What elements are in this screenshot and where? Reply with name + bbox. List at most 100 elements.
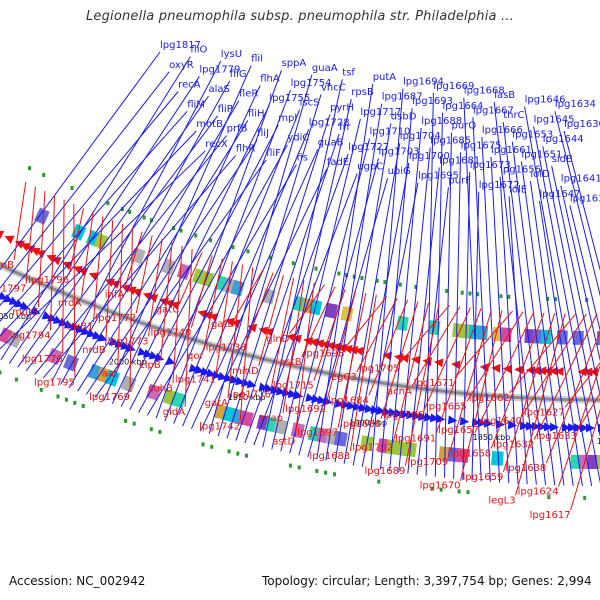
outer-gene-label: lpg1666 xyxy=(482,125,523,136)
leader-line xyxy=(325,290,357,405)
marker-dot xyxy=(414,284,418,289)
reverse-gene-arrow xyxy=(314,339,325,349)
marker-dot xyxy=(120,207,124,212)
outer-gene-label: lpg1675 xyxy=(461,140,502,151)
leader-line xyxy=(120,104,270,407)
leader-line xyxy=(344,296,388,349)
marker-dot xyxy=(476,292,480,297)
marker-dot xyxy=(375,278,379,283)
leader-line xyxy=(349,294,377,452)
reverse-gene-arrow xyxy=(433,358,444,368)
outer-gene-label: lpg1668 xyxy=(464,86,505,97)
inner-gene-label: astB xyxy=(279,357,301,368)
leader-line xyxy=(564,362,600,408)
feature-band xyxy=(120,375,137,393)
scale-tick-label: 1850 kbp xyxy=(473,433,511,442)
leader-line xyxy=(68,208,84,275)
leader-line xyxy=(172,245,183,384)
outer-gene-label: fliF xyxy=(266,148,281,159)
marker-dot xyxy=(337,271,341,276)
forward-gene-arrow xyxy=(376,406,386,415)
leader-line xyxy=(551,165,600,397)
inner-gene-label: gatC xyxy=(156,304,179,315)
inner-gene-label: lpg1773 xyxy=(108,336,149,347)
feature-band xyxy=(34,207,50,225)
leader-line xyxy=(545,330,600,464)
marker-dot xyxy=(150,218,153,223)
leader-line xyxy=(62,199,65,354)
outer-gene-label: guaA xyxy=(312,63,338,74)
leader-line xyxy=(8,76,200,364)
leader-line xyxy=(301,286,336,358)
leader-line xyxy=(282,280,305,413)
leader-line xyxy=(337,292,367,428)
inner-gene-label: lpg1638 xyxy=(505,463,546,474)
reverse-gene-arrow xyxy=(20,243,31,252)
inner-gene-label: astD xyxy=(272,436,295,447)
marker-dot xyxy=(466,490,470,495)
outer-gene-label: putA xyxy=(373,72,397,83)
inner-gene-label: lpg1633 xyxy=(536,431,577,442)
leader-line xyxy=(0,150,206,350)
gene-labels: lpg1817 oxyR recA fliM motB recX fliO lpg1779 al… xyxy=(0,40,600,521)
leader-line xyxy=(423,307,471,411)
outer-gene-label: fliJ xyxy=(257,128,269,139)
inner-gene-label: lpg1684 xyxy=(328,395,369,406)
leader-line xyxy=(262,79,343,448)
leader-line xyxy=(155,70,282,419)
leader-line xyxy=(253,173,358,446)
outer-gene-label: mpl xyxy=(278,113,297,124)
outer-gene-label: lpg1754 xyxy=(291,78,332,89)
marker-dot xyxy=(81,404,85,408)
inner-gene-label: lpg1709 xyxy=(407,457,448,468)
leader-line xyxy=(370,88,404,469)
inner-gene-label: lpg1795 xyxy=(34,377,75,388)
leader-line xyxy=(453,152,462,479)
leader-line xyxy=(37,190,46,307)
outer-gene-label: fliH xyxy=(248,108,265,119)
marker-dot xyxy=(149,427,153,432)
leader-line xyxy=(563,130,600,272)
reverse-gene-arrow xyxy=(148,294,159,303)
genome-stats-text: Topology: circular; Length: 3,397,754 bp… xyxy=(262,574,592,588)
leader-line xyxy=(515,313,566,496)
feature-band xyxy=(146,383,162,401)
leader-line xyxy=(289,138,370,454)
outer-gene-label: lysU xyxy=(221,49,242,60)
reverse-gene-arrow xyxy=(411,355,421,365)
marker-dot xyxy=(124,418,128,423)
inner-gene-label: lpg1796 xyxy=(28,275,69,286)
outer-gene-label: lpg1639 xyxy=(570,194,600,205)
leader-line xyxy=(123,231,143,290)
outer-gene-label: lpg1717 xyxy=(360,107,401,118)
outer-gene-label: lpg1630 xyxy=(564,119,600,130)
inner-gene-label: lpg1683 xyxy=(309,451,350,462)
outer-gene-label: iolE xyxy=(509,184,527,195)
outer-gene-label: lpg1634 xyxy=(555,99,596,110)
outer-gene-label: vhcC xyxy=(321,83,346,94)
inner-gene-label: suhB xyxy=(148,383,173,394)
leader-line xyxy=(576,392,600,432)
leader-line xyxy=(215,261,233,375)
reverse-gene-arrow xyxy=(491,363,501,373)
inner-gene-label: lpg1691 xyxy=(395,434,436,445)
inner-gene-label: qor xyxy=(187,351,204,362)
outer-gene-label: oxyR xyxy=(169,60,194,71)
leader-line xyxy=(533,313,598,440)
feature-band xyxy=(500,327,512,343)
outer-gene-label: lpg1646 xyxy=(525,95,566,106)
marker-dot xyxy=(14,377,18,382)
outer-gene-label: purF xyxy=(448,175,471,186)
leader-line xyxy=(542,146,600,438)
outer-gene-label: lpg1779 xyxy=(199,64,240,75)
outer-gene-label: sidB xyxy=(552,154,573,165)
outer-gene-label: fliI xyxy=(251,54,263,65)
outer-gene-label: recA xyxy=(178,80,201,91)
outer-gene-label: fleR xyxy=(239,89,258,100)
outer-gene-label: lpg1685 xyxy=(430,136,471,147)
leader-line xyxy=(490,312,545,449)
leader-line xyxy=(85,139,258,395)
leader-line xyxy=(493,102,537,485)
marker-dot xyxy=(297,465,301,470)
leader-line xyxy=(25,186,36,284)
